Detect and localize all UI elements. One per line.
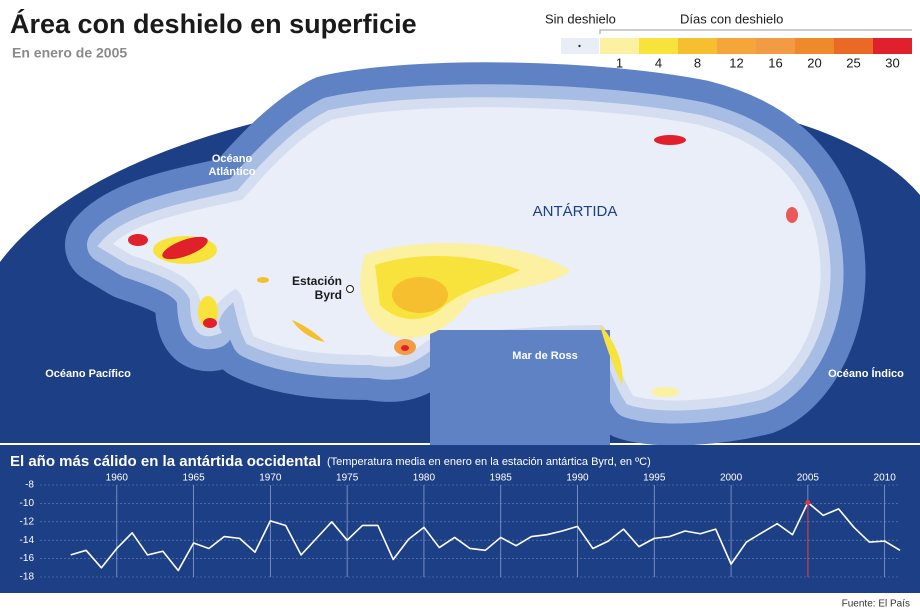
legend-bin-label: 16 bbox=[768, 55, 782, 70]
x-tick-label: 1995 bbox=[643, 473, 666, 484]
melt-zone bbox=[392, 277, 448, 313]
melt-zone bbox=[257, 277, 269, 283]
melt-zone bbox=[401, 345, 409, 351]
y-tick-label: -14 bbox=[20, 535, 35, 546]
legend-swatch bbox=[600, 38, 639, 54]
line-chart: -8 -10 -12 -14 -16 -18 1960 1965 1970 1975 1980 198… bbox=[20, 473, 901, 583]
legend-bin-label: 20 bbox=[807, 55, 821, 70]
x-tick-label: 1960 bbox=[106, 473, 129, 484]
map-label: Estación bbox=[292, 274, 342, 288]
legend-swatch bbox=[717, 38, 756, 54]
legend-dot bbox=[578, 44, 581, 48]
legend-swatch bbox=[639, 38, 678, 54]
x-tick-label: 1975 bbox=[336, 473, 359, 484]
melt-areas bbox=[128, 135, 798, 397]
legend-title: Días con deshielo bbox=[680, 11, 783, 26]
legend-swatch bbox=[834, 38, 873, 54]
map-label: ANTÁRTIDA bbox=[533, 203, 618, 220]
legend-swatch bbox=[873, 38, 912, 54]
line bbox=[70, 501, 901, 572]
x-tick-label: 1985 bbox=[490, 473, 513, 484]
melt-zone bbox=[292, 320, 325, 342]
legend-bin-label: 25 bbox=[846, 55, 860, 70]
melt-zone bbox=[786, 207, 798, 223]
melt-zone bbox=[128, 234, 148, 246]
legend-bin-label: 30 bbox=[885, 55, 899, 70]
legend-bin-label: 4 bbox=[655, 55, 662, 70]
melt-zone bbox=[651, 387, 679, 397]
chart-subtitle: (Temperatura media en enero en la estaci… bbox=[327, 456, 651, 468]
legend-bin-label: 8 bbox=[694, 55, 701, 70]
y-tick-label: -16 bbox=[20, 553, 35, 564]
map-label: Océano bbox=[212, 153, 253, 165]
melt-zone bbox=[600, 325, 623, 385]
chart-panel bbox=[0, 445, 920, 593]
x-tick-label: 1990 bbox=[566, 473, 589, 484]
y-tick-label: -10 bbox=[20, 498, 35, 509]
x-tick-label: 2000 bbox=[720, 473, 743, 484]
x-tick-label: 1965 bbox=[182, 473, 205, 484]
y-tick-label: -12 bbox=[20, 516, 35, 527]
map-label: Océano Índico bbox=[828, 367, 904, 380]
map-label: Byrd bbox=[315, 288, 342, 302]
station-marker bbox=[346, 285, 354, 293]
x-tick-label: 1980 bbox=[413, 473, 436, 484]
map: Océano Atlántico ANTÁRTIDA Estación Byrd… bbox=[0, 62, 920, 450]
legend-swatch bbox=[756, 38, 795, 54]
chart-heading: El año más cálido en la antártida occide… bbox=[10, 453, 651, 470]
x-tick-label: 2005 bbox=[797, 473, 820, 484]
legend-swatch bbox=[678, 38, 717, 54]
chart-title: El año más cálido en la antártida occide… bbox=[10, 453, 321, 470]
legend: Sin deshielo Días con deshielo 1 4 8 12 16 20 25… bbox=[545, 11, 912, 70]
legend-swatch bbox=[795, 38, 834, 54]
map-label: Mar de Ross bbox=[512, 350, 577, 362]
x-tick-label: 2010 bbox=[874, 473, 897, 484]
melt-zone bbox=[203, 318, 217, 328]
map-label: Océano Pacífico bbox=[45, 368, 131, 380]
highlight-point bbox=[805, 499, 811, 505]
legend-bin-label: 12 bbox=[729, 55, 743, 70]
x-tick-label: 1970 bbox=[259, 473, 282, 484]
legend-bin-label: 1 bbox=[616, 55, 623, 70]
ross-sea bbox=[430, 330, 610, 450]
y-tick-label: -8 bbox=[25, 480, 34, 491]
title: Área con deshielo en superficie bbox=[10, 8, 417, 39]
map-label: Atlántico bbox=[208, 166, 255, 178]
legend-bracket bbox=[599, 29, 912, 34]
source: Fuente: El País bbox=[842, 599, 910, 610]
subtitle: En enero de 2005 bbox=[12, 45, 127, 61]
legend-label: Sin deshielo bbox=[545, 11, 616, 26]
y-tick-label: -18 bbox=[20, 572, 35, 583]
melt-zone bbox=[654, 135, 686, 145]
melt-zone bbox=[162, 236, 208, 260]
